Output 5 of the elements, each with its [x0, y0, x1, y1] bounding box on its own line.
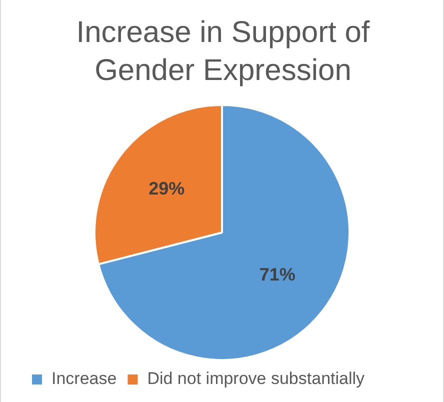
- data-label: 71%: [259, 264, 296, 284]
- legend-label: Did not improve substantially: [147, 369, 366, 388]
- chart-title: Increase in Support of Gender Expression: [75, 15, 371, 89]
- data-label: 29%: [148, 178, 185, 198]
- legend-label: Increase: [52, 369, 117, 388]
